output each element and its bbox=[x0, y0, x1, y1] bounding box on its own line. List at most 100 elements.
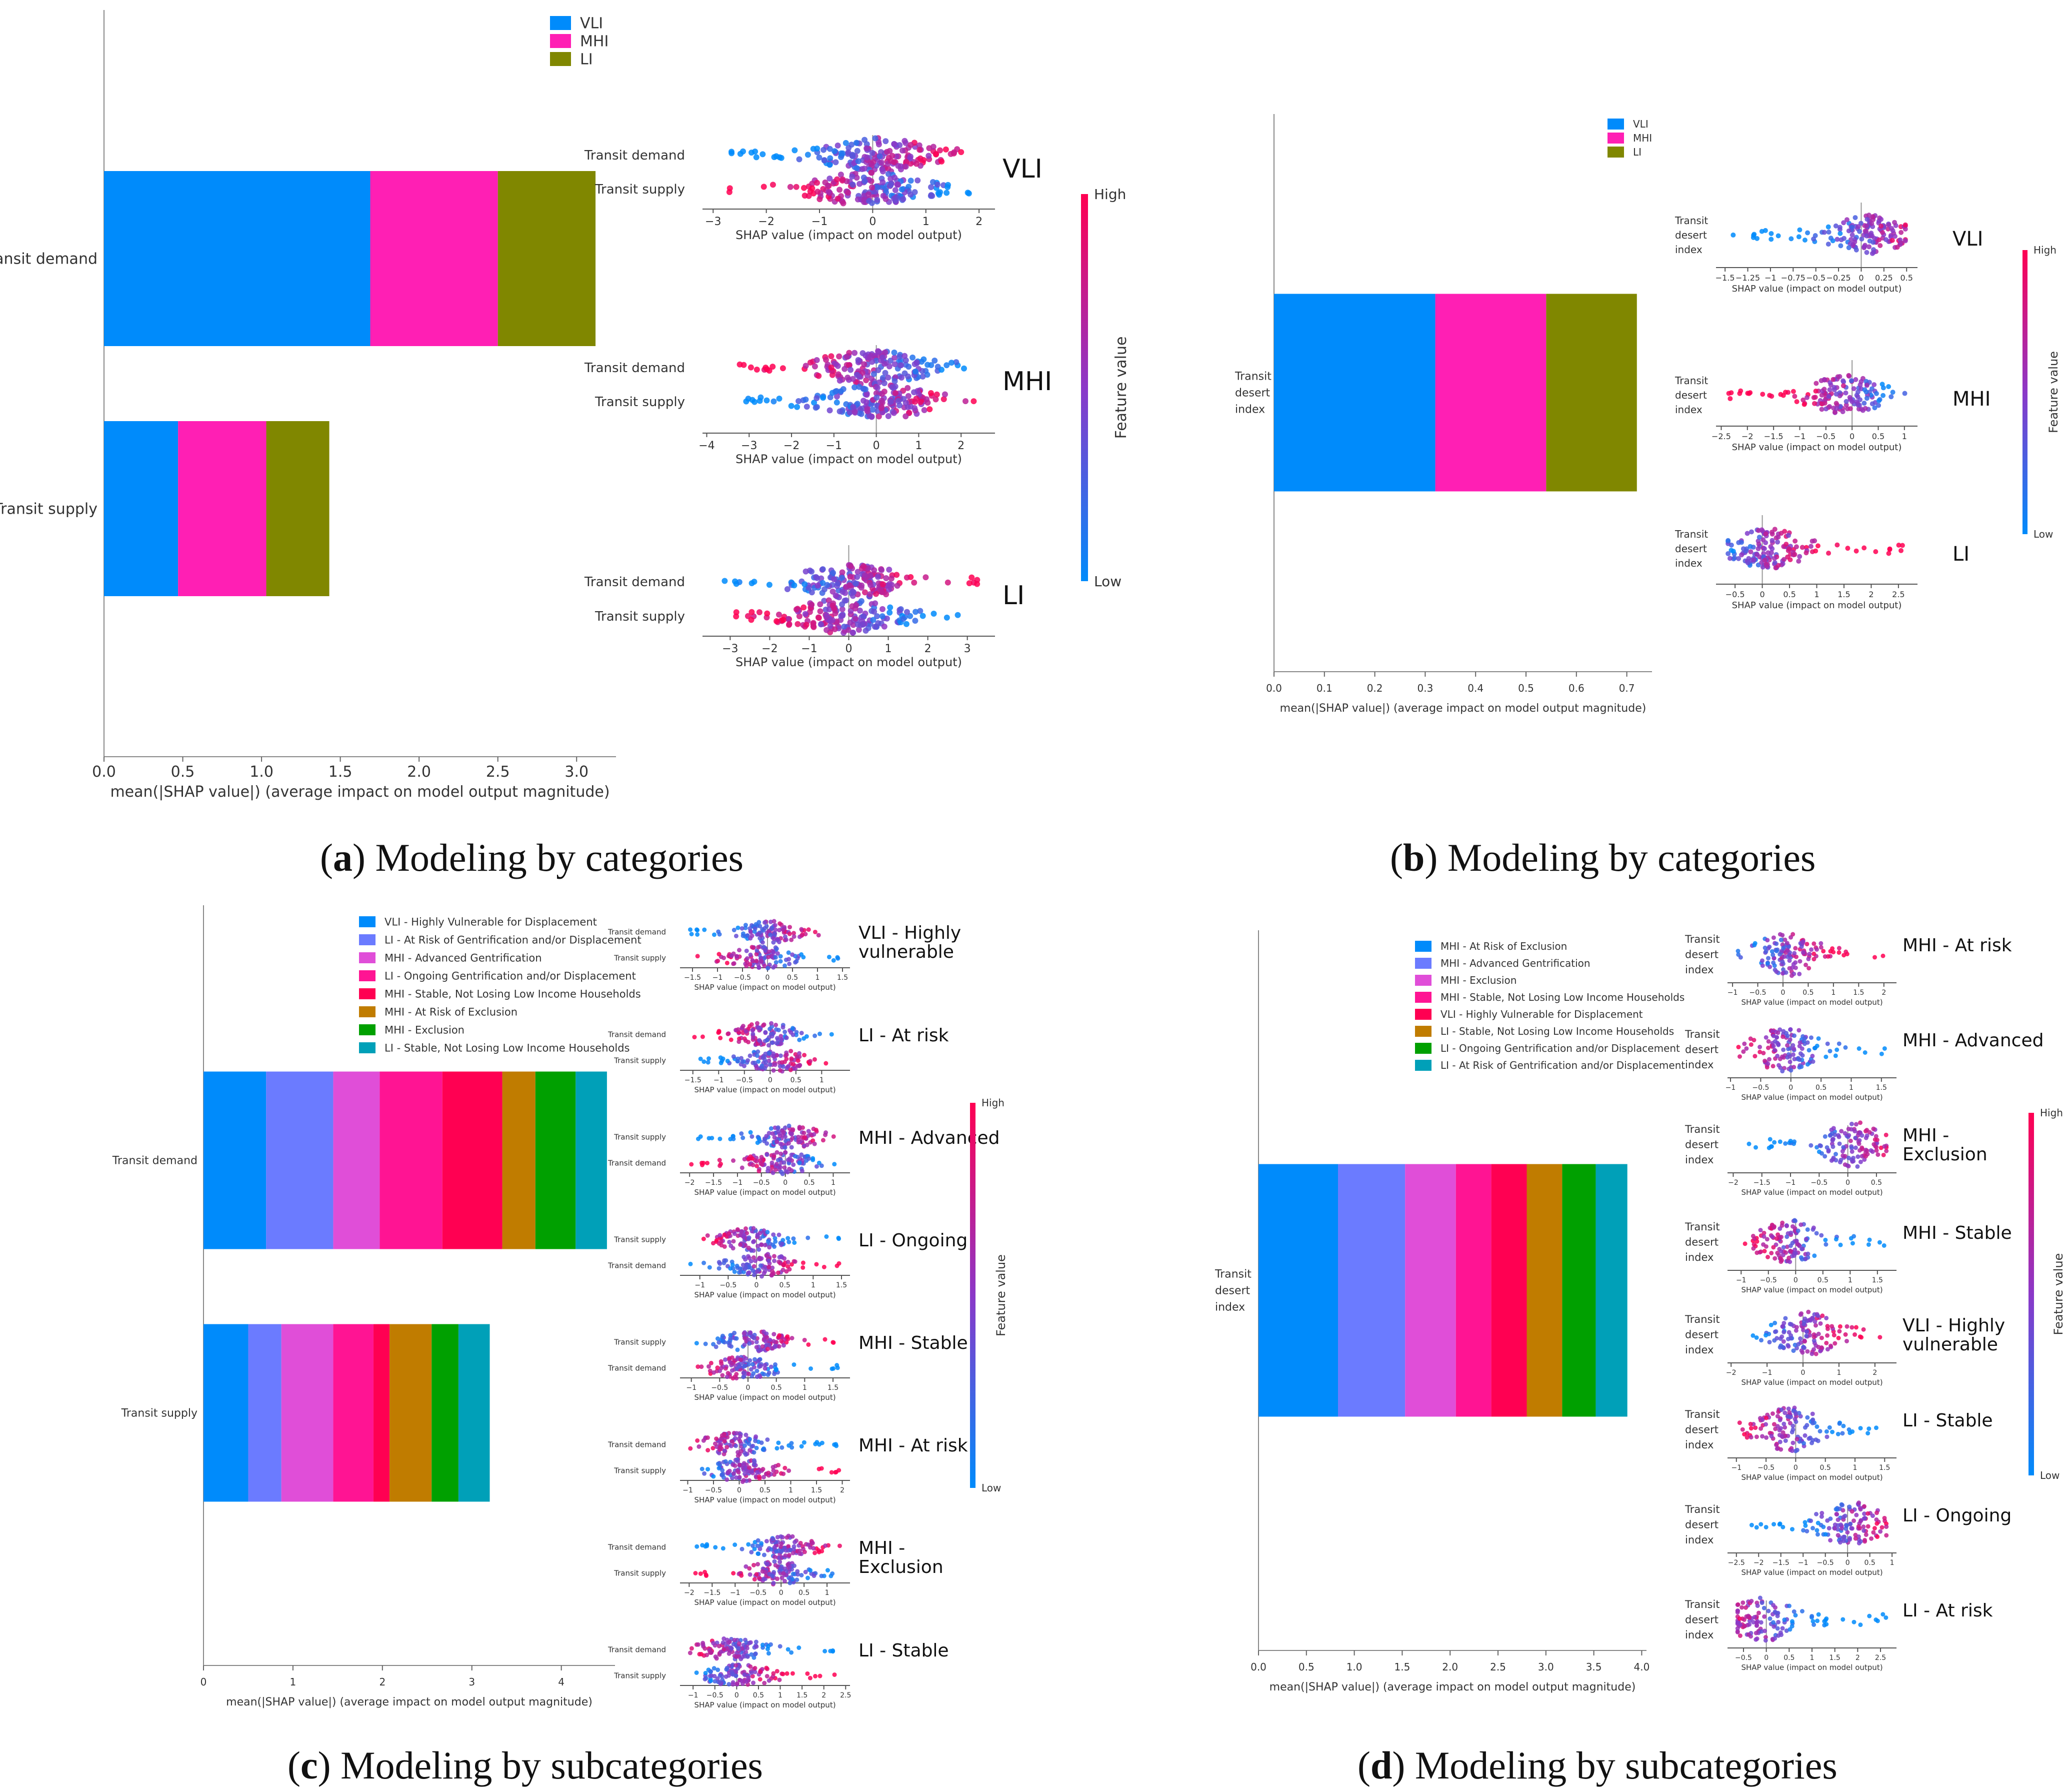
beeswarm-dot bbox=[892, 390, 898, 397]
beeswarm-dot bbox=[772, 1236, 778, 1241]
beeswarm-dot bbox=[787, 931, 792, 936]
beeswarm-dot bbox=[874, 395, 880, 401]
beeswarm-dot bbox=[729, 1646, 734, 1651]
beeswarm-dot bbox=[1751, 1246, 1756, 1251]
beeswarm-dot bbox=[1856, 229, 1862, 234]
beeswarm-dot bbox=[810, 1540, 815, 1545]
beeswarm-dot bbox=[1810, 1053, 1815, 1058]
beeswarm-dot bbox=[1873, 549, 1878, 554]
beeswarm-feature-label: Transit demand bbox=[608, 1261, 666, 1270]
beeswarm-xtick-label: −1.5 bbox=[1764, 432, 1784, 441]
beeswarm-dot bbox=[802, 1053, 807, 1058]
beeswarm-dot bbox=[876, 413, 882, 420]
beeswarm-dot bbox=[798, 1540, 803, 1545]
beeswarm-dot bbox=[1760, 564, 1766, 570]
beeswarm-dot bbox=[832, 1442, 837, 1447]
beeswarm-dot bbox=[1856, 1154, 1860, 1159]
beeswarm-dot bbox=[724, 1477, 730, 1482]
beeswarm-dot bbox=[845, 190, 852, 196]
beeswarm-dot bbox=[1762, 1230, 1766, 1235]
beeswarm-dot bbox=[706, 1060, 710, 1065]
beeswarm-dot bbox=[1849, 1145, 1854, 1150]
beeswarm-dot bbox=[842, 140, 849, 146]
beeswarm-dot bbox=[788, 1049, 794, 1054]
beeswarm-xtick-label: 1 bbox=[825, 1589, 830, 1597]
beeswarm-dot bbox=[1878, 1529, 1883, 1534]
beeswarm-dot bbox=[846, 582, 853, 589]
beeswarm-feature-label: Transit supply bbox=[614, 1466, 666, 1475]
beeswarm-dot bbox=[736, 948, 742, 953]
beeswarm-dot bbox=[948, 360, 955, 366]
beeswarm-dot bbox=[808, 1366, 814, 1371]
beeswarm-dot bbox=[755, 1233, 760, 1238]
beeswarm-dot bbox=[1737, 391, 1742, 396]
beeswarm-dot bbox=[1843, 1332, 1848, 1337]
beeswarm-dot bbox=[1769, 1144, 1774, 1149]
beeswarm-dot bbox=[726, 1371, 730, 1376]
beeswarm-dot bbox=[847, 619, 854, 626]
beeswarm-feature-label: index bbox=[1685, 964, 1714, 976]
beeswarm-dot bbox=[718, 1136, 722, 1141]
beeswarm-dot bbox=[1858, 379, 1864, 384]
beeswarm-dot bbox=[1802, 1345, 1807, 1350]
beeswarm-dot bbox=[718, 1673, 722, 1678]
beeswarm-dot bbox=[746, 1337, 752, 1342]
beeswarm-dot bbox=[1788, 1068, 1794, 1073]
beeswarm-dot bbox=[797, 1037, 802, 1042]
beeswarm-dot bbox=[1843, 1045, 1848, 1050]
beeswarm-dot bbox=[761, 1023, 766, 1028]
beeswarm-dot bbox=[1819, 1514, 1824, 1519]
beeswarm-dot bbox=[1784, 970, 1788, 975]
beeswarm-xtick-label: −0.5 bbox=[1810, 1179, 1828, 1187]
beeswarm-dot bbox=[790, 952, 795, 957]
beeswarm-dot bbox=[1840, 1526, 1844, 1531]
beeswarm-dot bbox=[789, 1441, 794, 1446]
beeswarm-dot bbox=[773, 1167, 778, 1172]
beeswarm-dot bbox=[781, 1471, 786, 1476]
beeswarm-dot bbox=[1824, 1340, 1829, 1345]
beeswarm-dot bbox=[744, 1265, 748, 1270]
beeswarm-dot bbox=[1780, 1434, 1784, 1439]
beeswarm-feature-label: Transit bbox=[1674, 528, 1708, 540]
beeswarm-dot bbox=[757, 1038, 762, 1043]
beeswarm-dot bbox=[751, 1562, 756, 1567]
beeswarm-dot bbox=[790, 1577, 795, 1582]
beeswarm-dot bbox=[829, 1032, 834, 1037]
beeswarm-feature-label: index bbox=[1685, 1251, 1714, 1263]
bar-xtick-label: 2.0 bbox=[1442, 1661, 1458, 1673]
beeswarm-dot bbox=[1736, 556, 1742, 561]
beeswarm-dot bbox=[871, 608, 878, 615]
beeswarm-dot bbox=[742, 1233, 746, 1238]
beeswarm-dot bbox=[802, 1036, 806, 1041]
beeswarm-dot bbox=[783, 1134, 788, 1139]
beeswarm-xtick-label: −2.5 bbox=[1728, 1559, 1745, 1567]
beeswarm-dot bbox=[1874, 1148, 1879, 1153]
beeswarm-dot bbox=[694, 1341, 699, 1346]
beeswarm-dot bbox=[894, 182, 900, 188]
beeswarm-dot bbox=[1786, 944, 1792, 949]
beeswarm-dot bbox=[720, 1472, 724, 1477]
beeswarm-dot bbox=[1902, 227, 1908, 232]
beeswarm-dot bbox=[1850, 1509, 1854, 1514]
beeswarm-xtick-label: −4 bbox=[698, 440, 714, 452]
beeswarm-dot bbox=[762, 920, 767, 925]
beeswarm-xlabel: SHAP value (impact on model output) bbox=[1741, 1663, 1882, 1672]
bar-segment bbox=[373, 1324, 390, 1502]
beeswarm-dot bbox=[774, 1053, 780, 1058]
beeswarm-dot bbox=[1866, 244, 1872, 250]
beeswarm-dot bbox=[902, 400, 909, 406]
beeswarm-dot bbox=[1764, 1422, 1768, 1427]
beeswarm-dot bbox=[1828, 1049, 1832, 1054]
beeswarm-dot bbox=[1830, 1144, 1836, 1149]
beeswarm-dot bbox=[1812, 941, 1816, 946]
beeswarm-dot bbox=[1776, 1619, 1781, 1624]
beeswarm-dot bbox=[730, 1439, 734, 1444]
beeswarm-dot bbox=[1874, 1425, 1878, 1430]
beeswarm-dot bbox=[1771, 1245, 1776, 1250]
beeswarm-dot bbox=[694, 1544, 700, 1549]
beeswarm-dot bbox=[1841, 1145, 1846, 1150]
beeswarm-dot bbox=[814, 189, 821, 195]
beeswarm-dot bbox=[778, 1141, 783, 1146]
beeswarm-dot bbox=[1794, 399, 1800, 405]
beeswarm-dot bbox=[768, 1337, 772, 1342]
